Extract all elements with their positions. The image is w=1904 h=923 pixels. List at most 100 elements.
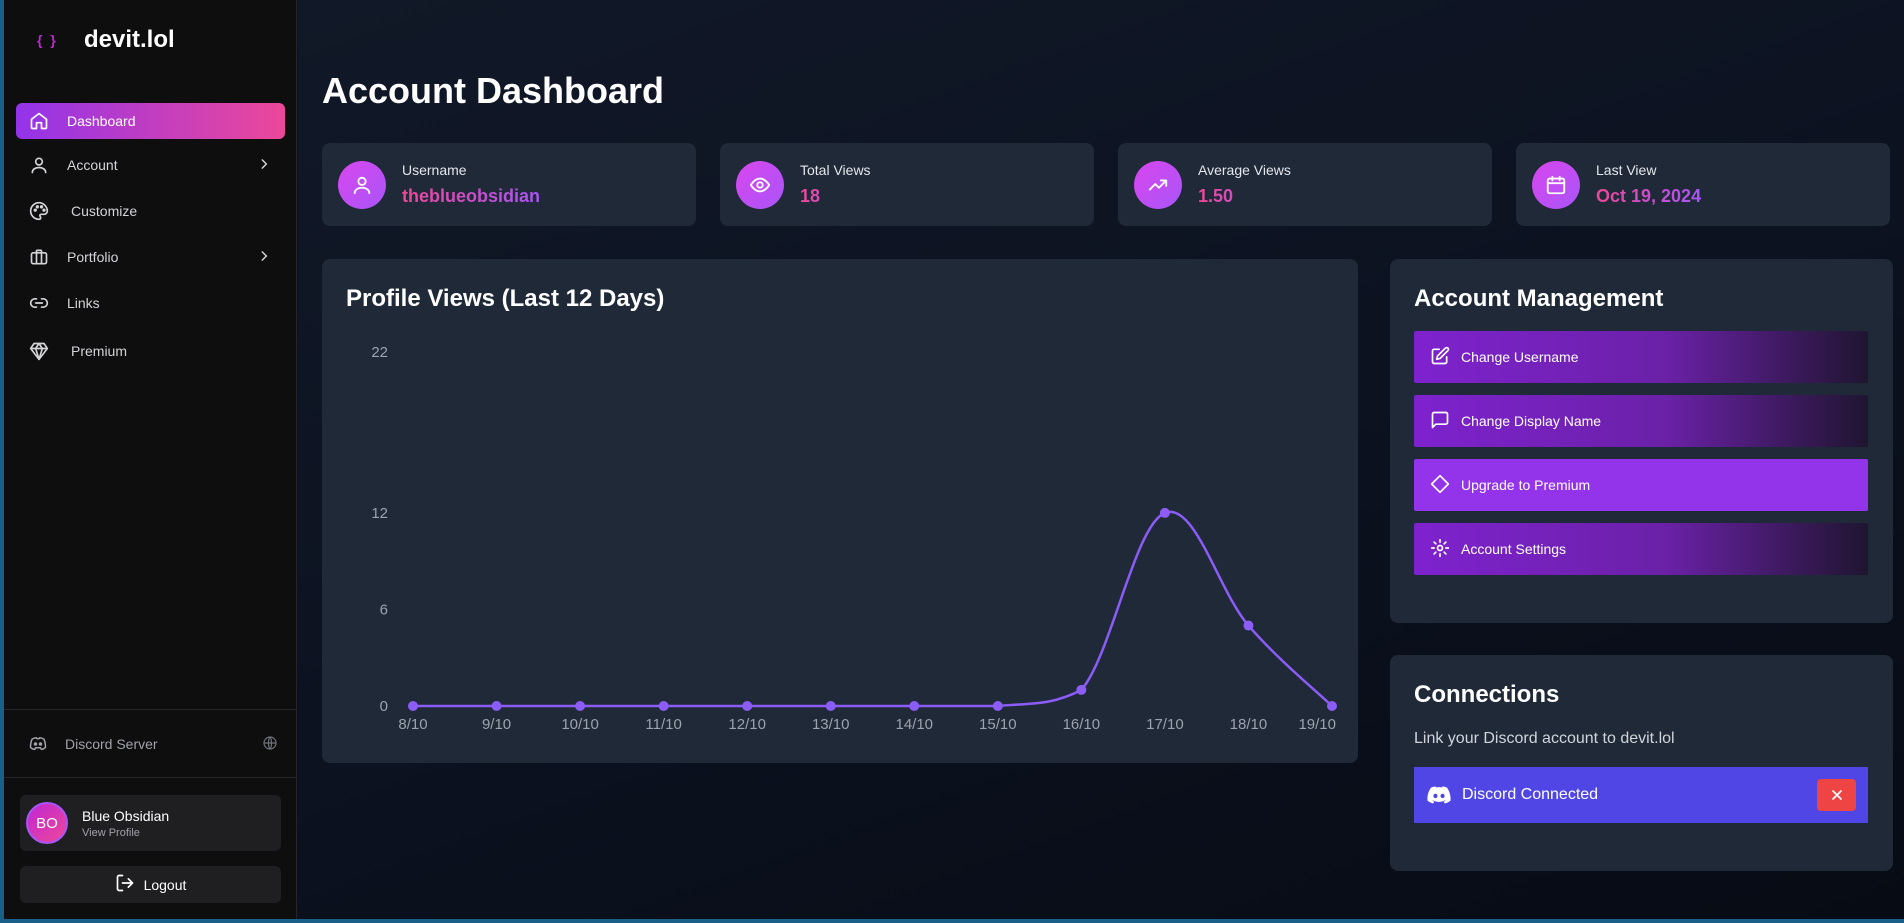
sidebar-divider — [4, 777, 297, 778]
x-tick-label: 17/10 — [1146, 716, 1184, 733]
logout-label: Logout — [143, 876, 187, 893]
discord-icon — [28, 734, 50, 754]
sidebar-item-portfolio[interactable]: Portfolio — [16, 239, 285, 275]
disconnect-discord-button[interactable] — [1817, 779, 1856, 811]
sidebar-item-dashboard[interactable]: Dashboard — [16, 103, 285, 139]
view-profile-link[interactable]: View Profile — [82, 826, 140, 839]
y-tick-label: 0 — [380, 698, 388, 715]
x-tick-label: 11/10 — [645, 716, 681, 733]
data-point — [491, 701, 502, 711]
sidebar-item-label: Portfolio — [67, 249, 119, 265]
discord-server-label: Discord Server — [65, 736, 158, 752]
palette-icon — [28, 200, 50, 222]
x-tick-label: 18/10 — [1230, 716, 1268, 733]
sidebar-item-label: Account — [67, 157, 118, 173]
data-point — [1327, 701, 1337, 711]
x-tick-label: 19/10 — [1298, 716, 1336, 733]
logout-icon — [115, 873, 144, 896]
data-point — [1243, 620, 1254, 631]
data-point — [742, 701, 753, 711]
sidebar-item-label: Dashboard — [67, 113, 136, 129]
x-tick-label: 16/10 — [1063, 716, 1101, 733]
brand-name: devit.lol — [84, 26, 175, 53]
avatar: BO — [26, 802, 68, 844]
stat-label: Average Views — [1198, 162, 1291, 178]
account-settings-button[interactable]: Account Settings — [1414, 523, 1868, 575]
user-icon — [28, 154, 50, 176]
profile-views-chart-card: Profile Views (Last 12 Days) 0 6 12 22 8/10 9… — [322, 259, 1358, 763]
chevron-right-icon — [257, 157, 271, 174]
data-point — [909, 701, 920, 711]
sidebar-item-label: Customize — [71, 203, 138, 219]
stat-card-total-views: Total Views 18 — [720, 143, 1094, 226]
account-management-card: Account Management Change Username Chang… — [1390, 259, 1893, 623]
stat-value: theblueobsidian — [402, 186, 541, 206]
sidebar-item-label: Links — [67, 295, 100, 311]
discord-connection: Discord Connected — [1414, 767, 1868, 823]
data-point — [1076, 684, 1087, 695]
chart-title: Profile Views (Last 12 Days) — [346, 285, 665, 312]
stat-label: Total Views — [800, 162, 871, 178]
diamond-icon — [1430, 474, 1461, 497]
user-icon — [338, 160, 386, 209]
discord-connected-label: Discord Connected — [1462, 786, 1599, 803]
stat-value: 1.50 — [1198, 186, 1291, 207]
change-username-button[interactable]: Change Username — [1414, 331, 1868, 383]
profile-card[interactable]: BO Blue Obsidian View Profile — [20, 795, 281, 851]
close-icon — [1831, 790, 1842, 800]
stat-card-username: Username theblueobsidian — [322, 143, 696, 226]
y-tick-label: 22 — [371, 344, 388, 361]
stat-card-last-view: Last View Oct 19, 2024 — [1516, 143, 1890, 226]
edit-icon — [1430, 346, 1461, 369]
account-management-title: Account Management — [1414, 285, 1664, 312]
x-tick-label: 9/10 — [482, 716, 511, 733]
gear-icon — [1430, 538, 1461, 561]
x-tick-label: 10/10 — [561, 716, 599, 733]
discord-icon — [1426, 782, 1452, 808]
chevron-right-icon — [257, 249, 271, 266]
eye-icon — [736, 160, 784, 209]
stat-label: Username — [402, 162, 467, 178]
stat-value: Oct 19, 2024 — [1596, 186, 1702, 206]
data-point — [992, 701, 1003, 711]
x-tick-label: 8/10 — [398, 716, 427, 733]
connections-description: Link your Discord account to devit.lol — [1414, 730, 1675, 747]
button-label: Change Display Name — [1461, 413, 1602, 429]
y-tick-label: 6 — [380, 601, 388, 618]
stat-label: Last View — [1596, 162, 1657, 178]
sidebar-divider — [4, 709, 297, 710]
x-tick-label: 13/10 — [812, 716, 850, 733]
views-series-line — [413, 510, 1333, 708]
change-display-name-button[interactable]: Change Display Name — [1414, 395, 1868, 447]
logout-button[interactable]: Logout — [20, 866, 281, 903]
sidebar-item-links[interactable]: Links — [16, 285, 285, 321]
stat-value: 18 — [800, 186, 871, 207]
sidebar-item-account[interactable]: Account — [16, 147, 285, 183]
button-label: Upgrade to Premium — [1461, 477, 1591, 493]
data-point — [575, 701, 586, 711]
link-icon — [28, 292, 50, 314]
y-tick-label: 12 — [371, 505, 388, 522]
main-content: Account Dashboard Username theblueobsidi… — [298, 0, 1904, 919]
x-tick-label: 12/10 — [728, 716, 766, 733]
x-tick-label: 15/10 — [979, 716, 1017, 733]
sidebar-item-label: Premium — [71, 343, 128, 359]
sidebar-item-premium[interactable]: Premium — [16, 333, 285, 369]
sidebar-item-customize[interactable]: Customize — [16, 193, 285, 229]
x-tick-label: 14/10 — [895, 716, 933, 733]
page-title: Account Dashboard — [322, 70, 665, 111]
connections-card: Connections Link your Discord account to… — [1390, 655, 1893, 871]
globe-icon — [262, 735, 278, 754]
button-label: Account Settings — [1461, 541, 1567, 557]
button-label: Change Username — [1461, 349, 1579, 365]
discord-server-link[interactable]: Discord Server — [28, 730, 278, 758]
briefcase-icon — [28, 246, 50, 268]
data-point — [658, 701, 669, 711]
data-point — [408, 701, 418, 711]
stat-card-average-views: Average Views 1.50 — [1118, 143, 1492, 226]
upgrade-to-premium-button[interactable]: Upgrade to Premium — [1414, 459, 1868, 511]
data-point — [825, 701, 836, 711]
trending-up-icon — [1134, 160, 1182, 209]
brand[interactable]: { } devit.lol — [37, 26, 175, 54]
data-point — [1159, 507, 1170, 518]
